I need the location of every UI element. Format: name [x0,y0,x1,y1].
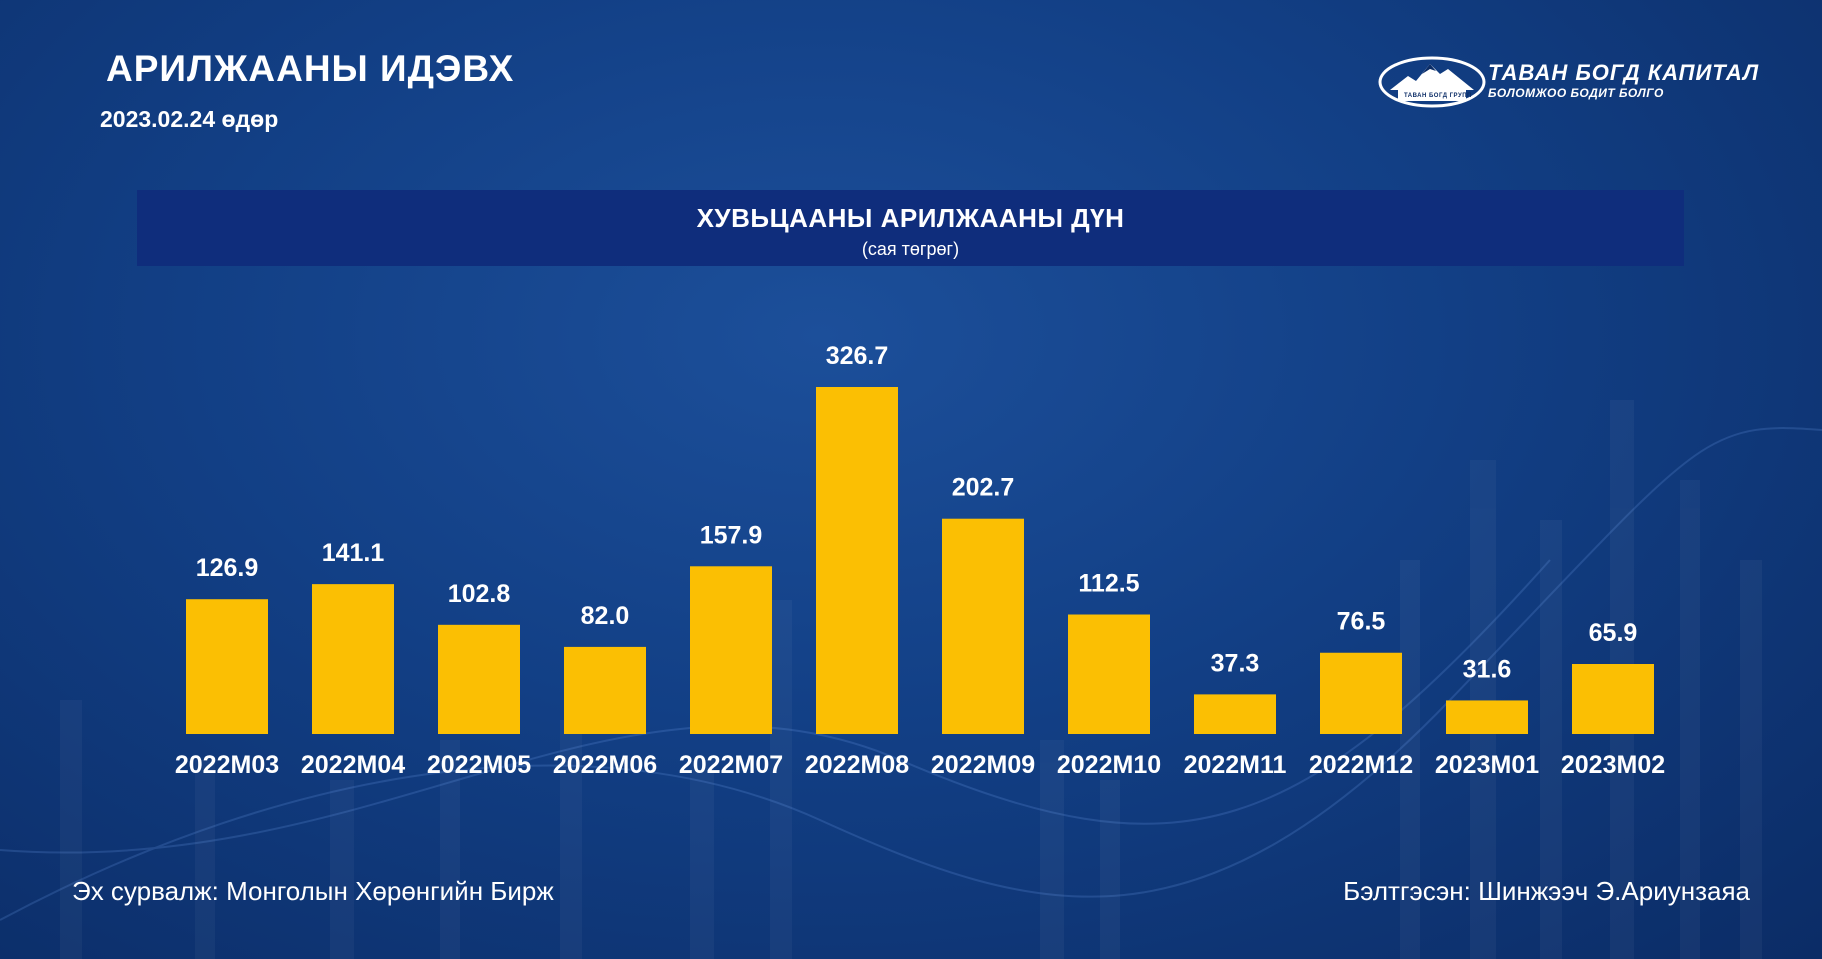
bar-2022M06 [564,646,646,734]
mountain-logo-icon [1378,56,1486,108]
bar-value-label: 31.6 [1463,655,1512,683]
category-label: 2022M04 [301,751,405,779]
source-note: Эх сурвалж: Монголын Хөрөнгийн Бирж [72,876,554,906]
bar-2023M02 [1572,664,1654,734]
logo-slogan: БОЛОМЖОО БОДИТ БОЛГО [1488,86,1664,100]
bar-value-label: 126.9 [196,554,259,582]
category-label: 2022M07 [679,751,783,779]
bar-value-label: 326.7 [826,342,889,370]
logo-group-text: ТАВАН БОГД ГРУПП [1404,93,1472,99]
bar-2022M08 [816,387,898,734]
category-label: 2022M03 [175,751,279,779]
bar-value-label: 112.5 [1078,570,1139,598]
bar-value-label: 82.0 [581,602,630,630]
bar-2022M05 [438,624,520,734]
bar-value-label: 157.9 [700,521,763,549]
prepared-by-note: Бэлтгэсэн: Шинжээч Э.Ариунзаяа [1343,876,1750,906]
page-title: АРИЛЖААНЫ ИДЭВХ [106,48,515,89]
category-label: 2022M05 [427,751,531,779]
category-label: 2023M01 [1435,751,1539,779]
category-label: 2022M10 [1057,751,1161,779]
bar-2022M07 [690,566,772,734]
category-label: 2022M12 [1309,751,1413,779]
category-label: 2022M08 [805,751,909,779]
chart-title: ХУВЬЦААНЫ АРИЛЖААНЫ ДҮН [696,203,1125,233]
category-label: 2023M02 [1561,751,1665,779]
bar-2022M03 [186,599,268,734]
bar-value-label: 65.9 [1589,619,1638,647]
bar-2022M04 [312,584,394,734]
category-label: 2022M11 [1184,751,1287,779]
category-label: 2022M09 [931,751,1035,779]
bar-2022M10 [1068,614,1150,734]
bar-value-label: 102.8 [448,580,511,608]
chart-subtitle: (сая төгрөг) [861,239,960,259]
chart-title-band: ХУВЬЦААНЫ АРИЛЖААНЫ ДҮН (сая төгрөг) [137,190,1684,266]
bar-value-label: 76.5 [1337,608,1386,636]
bar-value-label: 202.7 [952,474,1015,502]
bar-2022M09 [942,518,1024,734]
bar-value-label: 37.3 [1211,649,1260,677]
logo-company-name: ТАВАН БОГД КАПИТАЛ [1488,60,1760,85]
bar-2022M12 [1320,652,1402,734]
report-date: 2023.02.24 өдөр [100,106,279,132]
bar-value-label: 141.1 [322,539,385,567]
company-logo: ТАВАН БОГД ГРУПП ТАВАН БОГД КАПИТАЛ БОЛО… [1378,54,1758,110]
bar-2022M11 [1194,694,1276,734]
bar-2023M01 [1446,700,1528,734]
category-label: 2022M06 [553,751,657,779]
